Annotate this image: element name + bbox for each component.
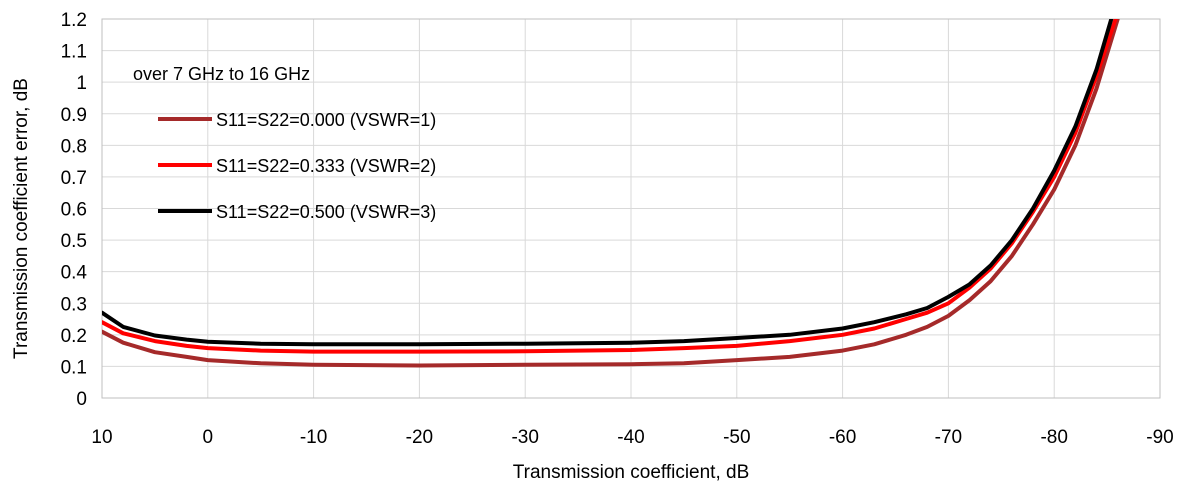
y-tick-label: 1 (76, 73, 87, 94)
x-tick-label: -50 (723, 427, 750, 448)
y-tick-label: 0.5 (61, 231, 87, 252)
legend-label-2: S11=S22=0.333 (VSWR=2) (216, 156, 436, 176)
x-axis-title: Transmission coefficient, dB (513, 462, 750, 483)
x-tick-label: -60 (829, 427, 856, 448)
x-tick-label: 0 (203, 427, 214, 448)
y-tick-label: 1.1 (61, 42, 87, 63)
y-tick-labels: 0 0.1 0.2 0.3 0.4 0.5 0.6 0.7 0.8 0.9 1 1.1 1.2 (61, 10, 88, 410)
y-tick-label: 1.2 (61, 10, 87, 31)
y-tick-label: 0.1 (61, 357, 87, 378)
y-tick-label: 0.2 (61, 326, 87, 347)
x-tick-label: -80 (1040, 427, 1067, 448)
y-tick-label: 0.4 (61, 263, 88, 284)
y-tick-label: 0.6 (61, 200, 87, 221)
y-axis-title: Transmission coefficient error, dB (11, 78, 32, 359)
y-tick-label: 0 (76, 389, 87, 410)
x-tick-label: -30 (511, 427, 538, 448)
x-tick-label: -90 (1146, 427, 1173, 448)
legend-label-1: S11=S22=0.000 (VSWR=1) (216, 110, 436, 130)
legend: over 7 GHz to 16 GHz S11=S22=0.000 (VSWR… (133, 64, 436, 222)
legend-label-3: S11=S22=0.500 (VSWR=3) (216, 202, 436, 222)
x-tick-label: -40 (617, 427, 644, 448)
legend-title: over 7 GHz to 16 GHz (133, 64, 310, 84)
y-tick-label: 0.8 (61, 136, 87, 157)
x-tick-label: -10 (300, 427, 327, 448)
x-tick-label: 10 (91, 427, 112, 448)
x-tick-label: -70 (935, 427, 962, 448)
x-tick-label: -20 (406, 427, 433, 448)
y-tick-label: 0.9 (61, 105, 87, 126)
x-tick-labels: 10 0 -10 -20 -30 -40 -50 -60 -70 -80 -90 (91, 427, 1173, 448)
y-tick-label: 0.7 (61, 168, 87, 189)
y-tick-label: 0.3 (61, 294, 87, 315)
